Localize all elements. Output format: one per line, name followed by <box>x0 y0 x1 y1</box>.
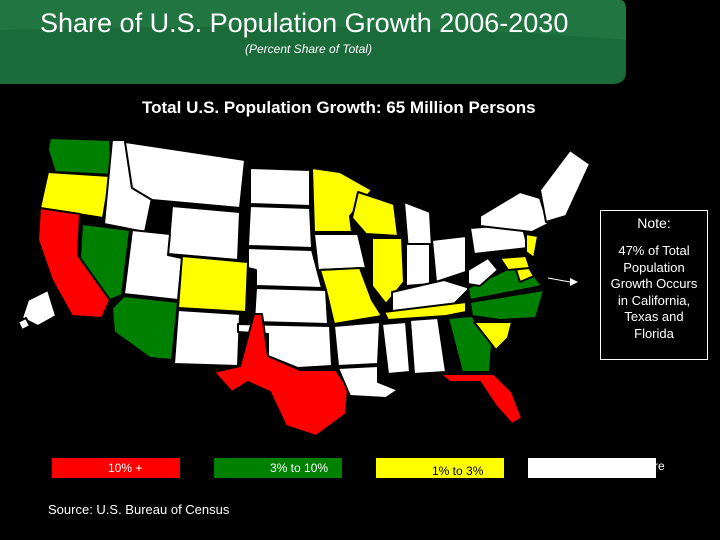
state-mt <box>124 141 246 209</box>
note-box: Note: 47% of Total Population Growth Occ… <box>600 210 708 360</box>
legend-swatch-3-to-10 <box>214 458 342 478</box>
state-wv <box>467 257 499 287</box>
state-nd <box>249 167 311 207</box>
state-ca <box>37 207 111 319</box>
us-map <box>17 137 591 437</box>
state-mn <box>311 167 373 233</box>
legend-label-3-to-10: 3% to 10% <box>270 461 329 475</box>
state-nj <box>525 233 539 259</box>
state-nm <box>173 309 241 367</box>
state-fl <box>439 373 523 425</box>
state-mo <box>319 267 383 325</box>
state-ny <box>479 191 549 233</box>
note-body: 47% of Total Population Growth Occurs in… <box>610 243 698 341</box>
page-title: Share of U.S. Population Growth 2006-203… <box>40 8 569 38</box>
state-wa <box>47 137 113 176</box>
state-ia <box>313 233 367 271</box>
state-co <box>177 255 249 313</box>
map-heading: Total U.S. Population Growth: 65 Million… <box>142 98 536 117</box>
state-or <box>39 171 111 219</box>
state-nv <box>79 223 131 301</box>
state-md <box>499 255 531 271</box>
state-sd <box>247 205 313 249</box>
note-title: Note: <box>637 215 671 231</box>
state-ne <box>247 247 323 289</box>
state-la <box>337 365 399 399</box>
state-wi <box>351 191 399 237</box>
state-ak <box>21 289 57 327</box>
state-new-england <box>539 149 591 223</box>
state-wy <box>167 205 241 261</box>
title-banner <box>0 0 626 84</box>
legend-label-0-to-1: 0% to 1% Share <box>578 459 665 473</box>
state-mi <box>403 201 433 251</box>
state-az <box>111 295 179 361</box>
legend-swatch-1-to-3 <box>376 458 504 478</box>
state-ks <box>253 287 329 325</box>
state-tn <box>383 301 467 321</box>
state-ar <box>333 321 381 367</box>
state-in <box>405 243 431 287</box>
legend-swatch-10-plus <box>52 458 180 478</box>
state-sc <box>473 321 513 351</box>
state-tx <box>213 313 349 437</box>
state-al <box>409 317 447 375</box>
state-nc <box>469 289 545 321</box>
state-hi <box>17 317 31 331</box>
legend-label-1-to-3: 1% to 3% <box>432 464 484 478</box>
state-oh <box>431 235 467 283</box>
state-ms <box>381 321 411 375</box>
legend-swatch-0-to-1 <box>528 458 656 478</box>
source-note: Source: U.S. Bureau of Census <box>48 502 230 517</box>
page-subtitle: (Percent Share of Total) <box>245 42 372 56</box>
legend-label-10-plus: 10% + <box>108 461 143 475</box>
